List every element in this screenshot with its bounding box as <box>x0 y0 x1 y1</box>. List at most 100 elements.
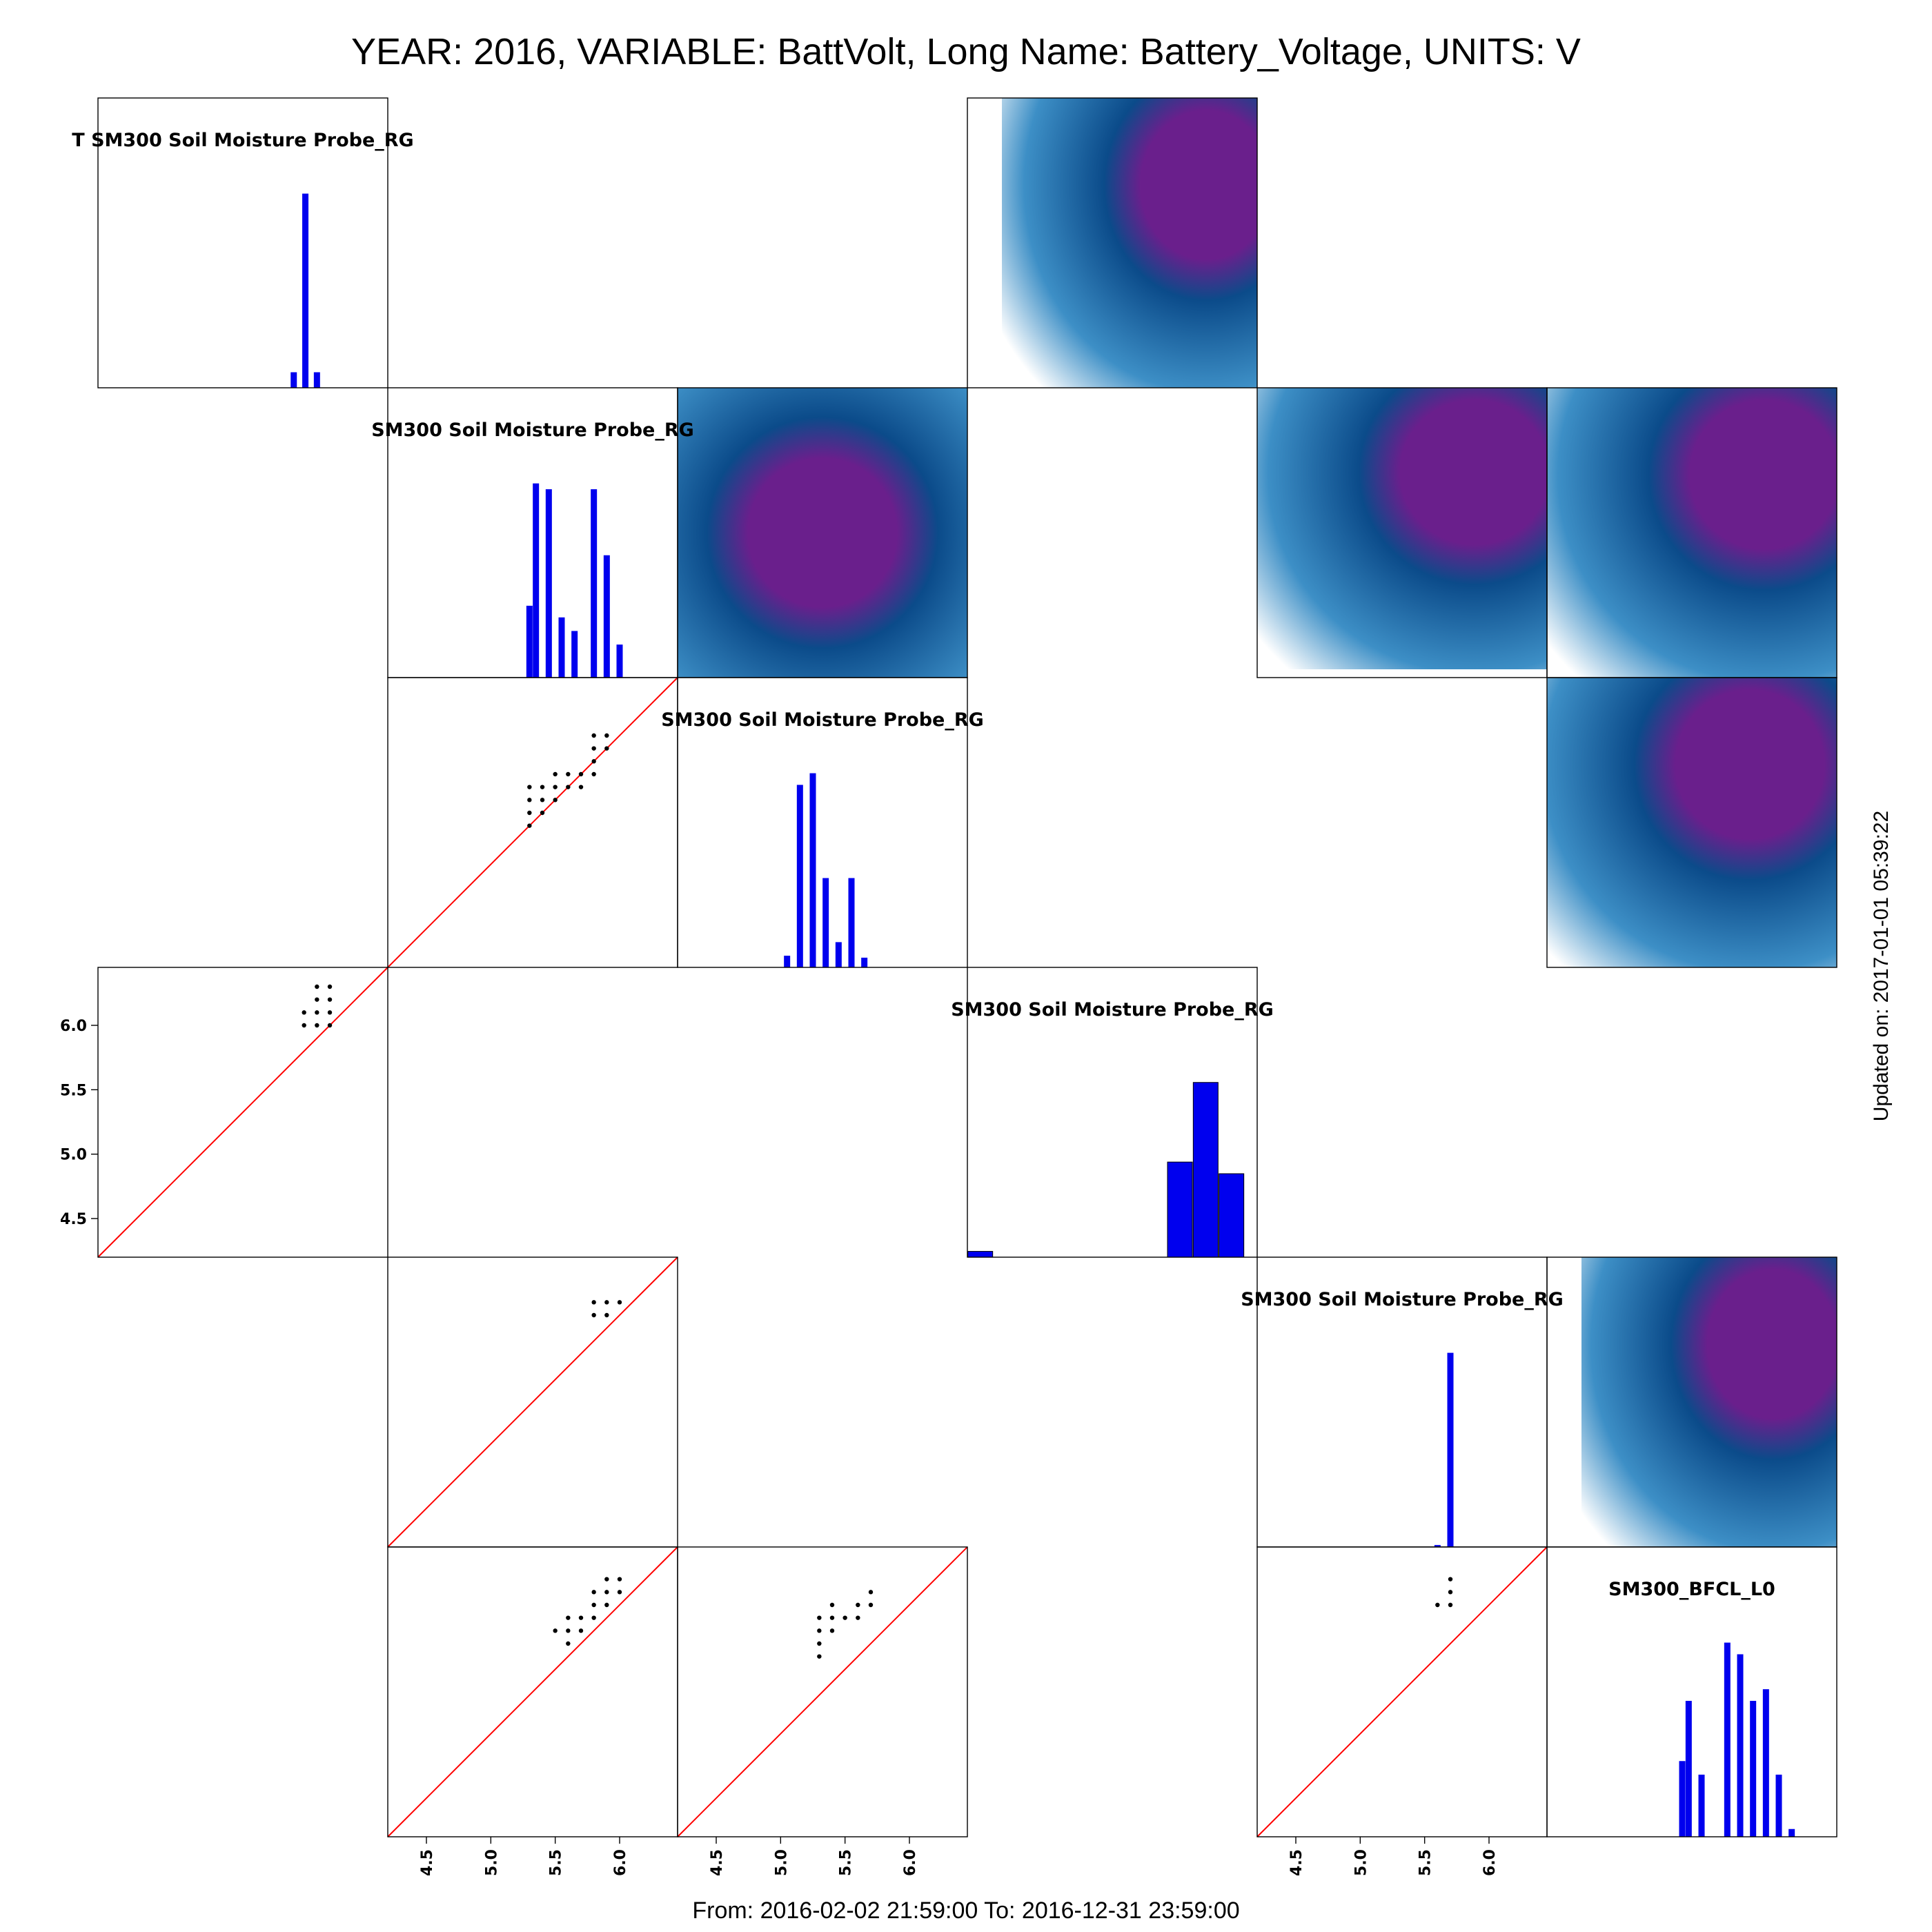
variable-label: SM300_BFCL_L0 <box>1608 1579 1775 1600</box>
histogram-bar <box>591 489 598 678</box>
scatter-point <box>553 798 558 802</box>
histogram-bar <box>302 193 309 388</box>
scatter-point <box>302 1023 306 1028</box>
histogram-bar <box>861 957 868 967</box>
scatter-point <box>591 1590 596 1595</box>
scatter-point <box>527 810 532 816</box>
scatter-point <box>566 1641 571 1646</box>
panel-frame <box>387 677 678 968</box>
histogram-bar <box>313 372 320 388</box>
x-axis-tick-label: 4.5 <box>419 1849 436 1876</box>
histogram-bar <box>1679 1761 1686 1837</box>
histogram-bar <box>784 956 791 967</box>
scatter-point <box>302 1010 306 1015</box>
density-surface <box>1547 388 1837 678</box>
reference-line <box>387 1546 678 1837</box>
scatter-point <box>327 997 333 1002</box>
scatter-point <box>566 1628 571 1633</box>
histogram-bar <box>616 644 623 678</box>
scatter-point <box>817 1654 822 1659</box>
scatter-point <box>591 1602 596 1608</box>
scatter-point <box>829 1615 835 1620</box>
x-axis-tick-label: 4.5 <box>1288 1849 1305 1876</box>
density-surface <box>1257 388 1547 669</box>
histogram-bar <box>1750 1701 1757 1837</box>
x-axis-tick-label: 4.5 <box>709 1849 726 1876</box>
histogram-bar <box>545 489 552 678</box>
reference-line <box>387 1256 678 1548</box>
scatter-point <box>315 1010 319 1015</box>
histogram-bar <box>603 555 610 678</box>
scatter-point <box>591 1312 596 1318</box>
scatter-point <box>327 1010 333 1015</box>
scatter-point <box>604 1590 609 1595</box>
panel-frame <box>1256 1546 1548 1837</box>
scatter-point <box>540 785 545 789</box>
scatter-point <box>604 1312 609 1318</box>
y-axis-tick-label: 5.5 <box>60 1082 87 1099</box>
histogram-bar <box>1788 1828 1795 1837</box>
scatter-point <box>817 1628 822 1633</box>
scatter-point <box>553 1628 558 1633</box>
histogram-bar <box>1685 1701 1692 1837</box>
scatter-point <box>578 1615 584 1620</box>
scatter-point <box>604 733 609 738</box>
panel-frame <box>1546 1256 1837 1548</box>
histogram-bar <box>1447 1352 1454 1547</box>
reference-line <box>677 1546 968 1837</box>
panel-grid: T SM300 Soil Moisture Probe_RG SM300 Soil… <box>60 97 1837 1876</box>
scatter-point <box>540 798 545 802</box>
histogram-bar <box>1737 1654 1744 1837</box>
scatter-point <box>527 823 532 828</box>
x-axis-tick-label: 6.0 <box>612 1849 629 1876</box>
scatter-point <box>817 1615 822 1620</box>
scatter-point <box>842 1615 847 1620</box>
scatter-point <box>327 984 333 989</box>
x-axis-tick-label: 5.5 <box>838 1849 855 1876</box>
reference-line <box>1256 1546 1548 1837</box>
x-axis-tick-label: 6.0 <box>902 1849 919 1876</box>
x-axis-tick-label: 5.5 <box>1417 1849 1435 1876</box>
variable-label: SM300 Soil Moisture Probe_RG <box>371 420 694 441</box>
histogram-bar <box>558 617 565 678</box>
histogram-bar <box>967 1251 994 1258</box>
histogram-bar <box>571 631 578 678</box>
scatter-point <box>540 810 545 816</box>
scatter-point <box>591 1300 596 1305</box>
scatter-point <box>1435 1602 1440 1608</box>
histogram-bar <box>290 372 297 388</box>
scatter-point <box>829 1602 835 1608</box>
scatter-point <box>553 785 558 789</box>
date-range-footer: From: 2016-02-02 21:59:00 To: 2016-12-31… <box>692 1897 1239 1924</box>
scatter-point <box>566 771 571 777</box>
scatter-point <box>578 1628 584 1633</box>
reference-line <box>387 677 678 968</box>
x-axis-tick-label: 5.0 <box>1352 1849 1370 1876</box>
scatter-point <box>1448 1577 1453 1581</box>
density-surface <box>678 388 967 678</box>
scatter-point <box>566 1615 571 1620</box>
x-axis-tick-label: 5.5 <box>548 1849 565 1876</box>
histogram-bar <box>1167 1161 1193 1258</box>
scatter-point <box>829 1628 835 1633</box>
scatter-point <box>856 1615 860 1620</box>
histogram-bar <box>1775 1774 1782 1837</box>
y-axis-tick-label: 4.5 <box>60 1211 87 1228</box>
y-axis-tick-label: 5.0 <box>60 1147 87 1164</box>
scatter-point <box>591 1615 596 1620</box>
scatter-point <box>868 1602 874 1608</box>
scatter-point <box>604 1300 609 1305</box>
histogram-bar <box>1192 1082 1219 1258</box>
histogram-bar <box>809 773 816 967</box>
panel-frame <box>97 967 388 1258</box>
histogram-bar <box>1724 1642 1731 1837</box>
histogram-bar <box>1434 1545 1441 1547</box>
histogram-bar <box>1698 1774 1705 1837</box>
scatter-point <box>578 785 584 789</box>
reference-line <box>97 967 388 1258</box>
histogram-bar <box>1219 1173 1245 1258</box>
density-surface <box>1581 1257 1837 1547</box>
updated-timestamp: Updated on: 2017-01-01 05:39:22 <box>1870 811 1893 1121</box>
panel-frame <box>677 1546 968 1837</box>
